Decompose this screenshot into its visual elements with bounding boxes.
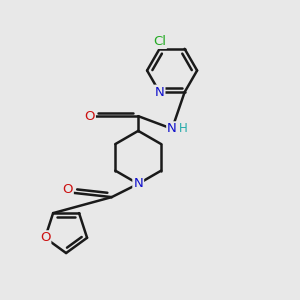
Text: H: H [179,122,188,135]
Text: N: N [167,122,177,135]
Text: Cl: Cl [153,35,166,48]
Text: N: N [155,86,164,99]
Text: O: O [40,231,50,244]
Text: N: N [133,177,143,190]
Text: O: O [84,110,95,123]
Text: O: O [62,183,73,196]
